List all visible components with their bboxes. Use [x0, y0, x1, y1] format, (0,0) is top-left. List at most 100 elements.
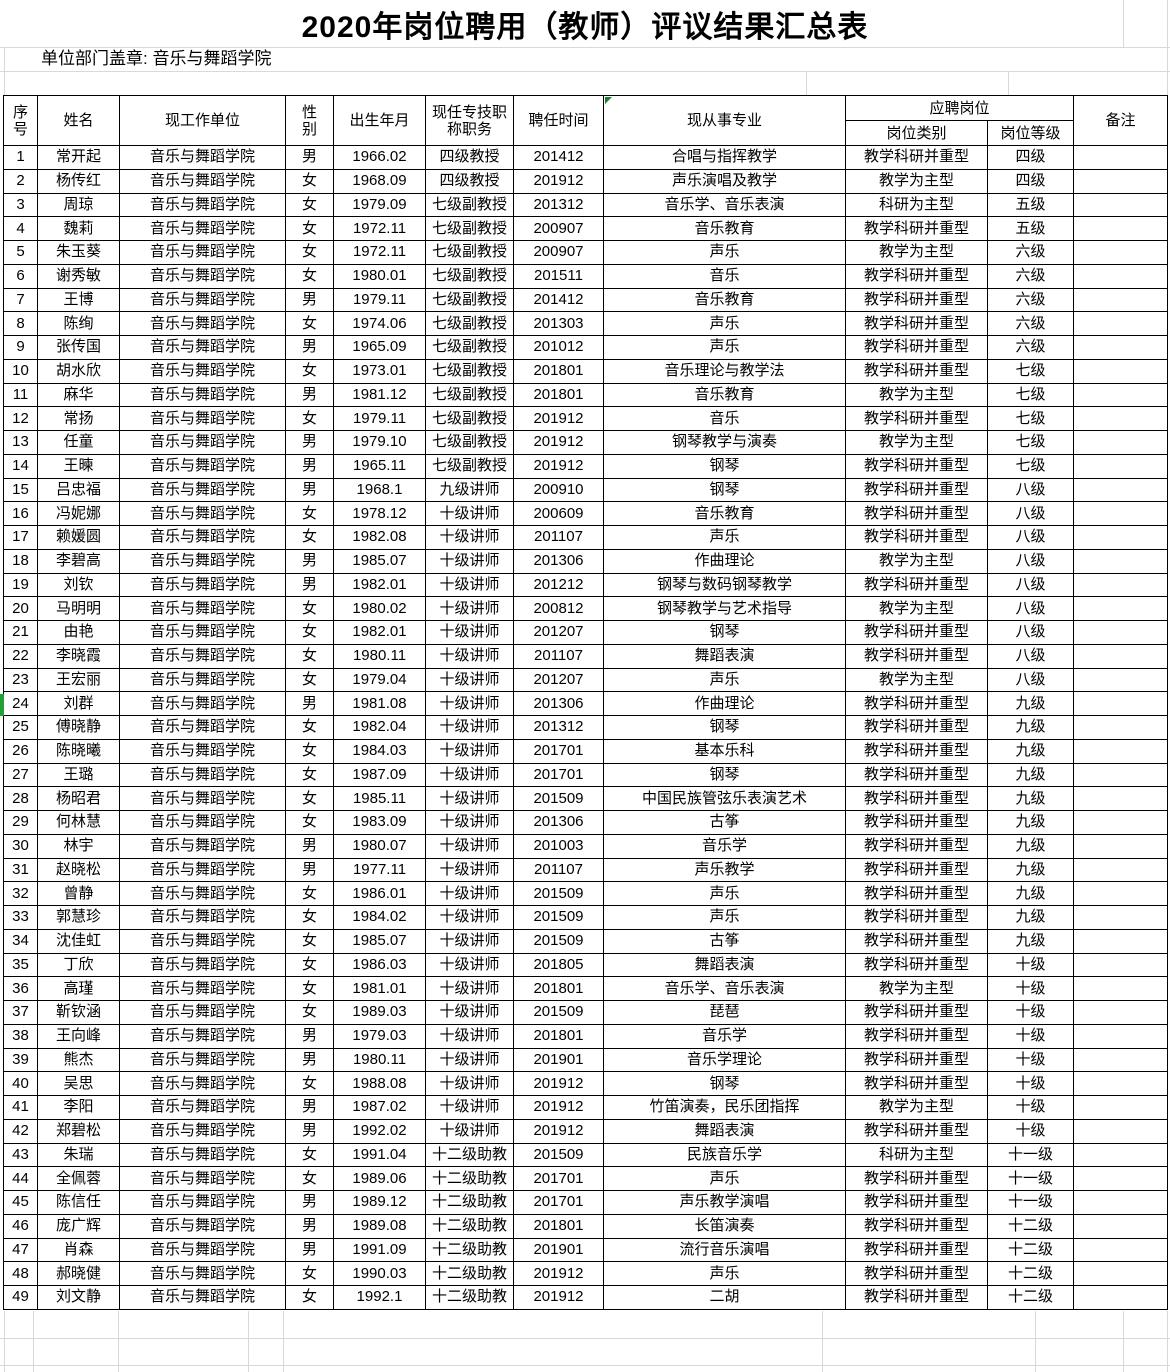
- cell[interactable]: 1979.11: [333, 406, 426, 431]
- cell[interactable]: 胡水欣: [37, 358, 120, 384]
- cell[interactable]: 1979.03: [333, 1023, 426, 1049]
- cell[interactable]: [1073, 1000, 1169, 1025]
- cell[interactable]: 女: [285, 1000, 334, 1025]
- cell[interactable]: 女: [285, 762, 334, 788]
- cell[interactable]: 四级: [986, 145, 1075, 170]
- cell[interactable]: 女: [285, 358, 334, 384]
- cell[interactable]: [1073, 1285, 1169, 1310]
- cell[interactable]: 19: [3, 572, 38, 598]
- cell[interactable]: 200907: [513, 240, 604, 265]
- cell[interactable]: 声乐: [603, 240, 846, 265]
- cell[interactable]: 201912: [513, 406, 604, 431]
- cell[interactable]: 1972.11: [333, 216, 426, 241]
- cell[interactable]: 音乐与舞蹈学院: [119, 240, 286, 265]
- cell[interactable]: 陈信任: [37, 1190, 120, 1215]
- cell[interactable]: 男: [285, 1190, 334, 1215]
- cell[interactable]: 音乐与舞蹈学院: [119, 1237, 286, 1263]
- cell[interactable]: 女: [285, 1285, 334, 1310]
- cell[interactable]: [1073, 1261, 1169, 1286]
- cell[interactable]: 1986.01: [333, 881, 426, 906]
- cell[interactable]: 十级讲师: [425, 1000, 514, 1025]
- cell[interactable]: 声乐: [603, 1261, 846, 1286]
- cell[interactable]: 女: [285, 216, 334, 241]
- cell[interactable]: 女: [285, 881, 334, 906]
- cell[interactable]: [1073, 240, 1169, 265]
- cell[interactable]: 42: [3, 1118, 38, 1144]
- cell[interactable]: [1073, 406, 1169, 431]
- cell[interactable]: 十一级: [986, 1166, 1075, 1191]
- cell[interactable]: 音乐与舞蹈学院: [119, 976, 286, 1001]
- cell[interactable]: 十二级助教: [425, 1237, 514, 1263]
- cell[interactable]: 教学科研并重型: [845, 358, 988, 384]
- cell[interactable]: 34: [3, 928, 38, 954]
- cell[interactable]: 41: [3, 1095, 38, 1120]
- cell[interactable]: 教学科研并重型: [845, 1000, 988, 1025]
- cell[interactable]: 201912: [513, 1071, 604, 1096]
- cell[interactable]: 教学科研并重型: [845, 287, 988, 313]
- cell[interactable]: 男: [285, 287, 334, 313]
- cell[interactable]: 女: [285, 311, 334, 336]
- cell[interactable]: 声乐: [603, 525, 846, 550]
- cell[interactable]: 王向峰: [37, 1023, 120, 1049]
- cell[interactable]: 八级: [986, 548, 1075, 574]
- cell[interactable]: [1073, 453, 1169, 479]
- cell[interactable]: 十级: [986, 1071, 1075, 1096]
- cell[interactable]: 201912: [513, 1285, 604, 1310]
- cell[interactable]: 教学科研并重型: [845, 145, 988, 170]
- header-post-category[interactable]: 岗位类别: [845, 120, 988, 146]
- cell[interactable]: [1073, 952, 1169, 978]
- cell[interactable]: 九级: [986, 762, 1075, 788]
- cell[interactable]: 音乐与舞蹈学院: [119, 216, 286, 241]
- cell[interactable]: 六级: [986, 240, 1075, 265]
- cell[interactable]: 201901: [513, 1047, 604, 1073]
- cell[interactable]: 钢琴: [603, 477, 846, 503]
- cell[interactable]: 刘文静: [37, 1285, 120, 1310]
- cell[interactable]: 十级: [986, 952, 1075, 978]
- cell[interactable]: 12: [3, 406, 38, 431]
- cell[interactable]: 钢琴与数码钢琴教学: [603, 572, 846, 598]
- cell[interactable]: 肖森: [37, 1237, 120, 1263]
- cell[interactable]: 十二级助教: [425, 1213, 514, 1239]
- cell[interactable]: 教学为主型: [845, 667, 988, 693]
- cell[interactable]: 魏莉: [37, 216, 120, 241]
- cell[interactable]: 30: [3, 833, 38, 859]
- cell[interactable]: 八级: [986, 620, 1075, 645]
- cell[interactable]: 女: [285, 1166, 334, 1191]
- cell[interactable]: 熊杰: [37, 1047, 120, 1073]
- cell[interactable]: 201912: [513, 1118, 604, 1144]
- cell[interactable]: 音乐与舞蹈学院: [119, 667, 286, 693]
- cell[interactable]: 5: [3, 240, 38, 265]
- cell[interactable]: 声乐教学演唱: [603, 1190, 846, 1215]
- cell[interactable]: 音乐与舞蹈学院: [119, 430, 286, 455]
- cell[interactable]: 六级: [986, 263, 1075, 289]
- cell[interactable]: 39: [3, 1047, 38, 1073]
- cell[interactable]: 教学科研并重型: [845, 335, 988, 360]
- cell[interactable]: 1990.03: [333, 1261, 426, 1286]
- cell[interactable]: [1073, 1237, 1169, 1263]
- cell[interactable]: 201701: [513, 1166, 604, 1191]
- cell[interactable]: 李阳: [37, 1095, 120, 1120]
- cell[interactable]: 男: [285, 382, 334, 408]
- cell[interactable]: [1073, 501, 1169, 526]
- cell[interactable]: 赵晓松: [37, 857, 120, 883]
- cell[interactable]: 九级: [986, 810, 1075, 835]
- cell[interactable]: 声乐: [603, 881, 846, 906]
- cell[interactable]: 1980.02: [333, 596, 426, 621]
- cell[interactable]: 201701: [513, 762, 604, 788]
- cell[interactable]: 1987.02: [333, 1095, 426, 1120]
- cell[interactable]: 由艳: [37, 620, 120, 645]
- cell[interactable]: 40: [3, 1071, 38, 1096]
- cell[interactable]: 音乐教育: [603, 382, 846, 408]
- cell[interactable]: 傅晓静: [37, 715, 120, 740]
- cell[interactable]: 1991.04: [333, 1142, 426, 1168]
- cell[interactable]: 教学科研并重型: [845, 691, 988, 716]
- cell[interactable]: 钢琴: [603, 715, 846, 740]
- cell[interactable]: [1073, 596, 1169, 621]
- cell[interactable]: 五级: [986, 216, 1075, 241]
- cell[interactable]: 十级: [986, 1023, 1075, 1049]
- cell[interactable]: 声乐: [603, 335, 846, 360]
- cell[interactable]: 1980.01: [333, 263, 426, 289]
- cell[interactable]: 音乐与舞蹈学院: [119, 762, 286, 788]
- cell[interactable]: 十二级: [986, 1213, 1075, 1239]
- cell[interactable]: 音乐与舞蹈学院: [119, 382, 286, 408]
